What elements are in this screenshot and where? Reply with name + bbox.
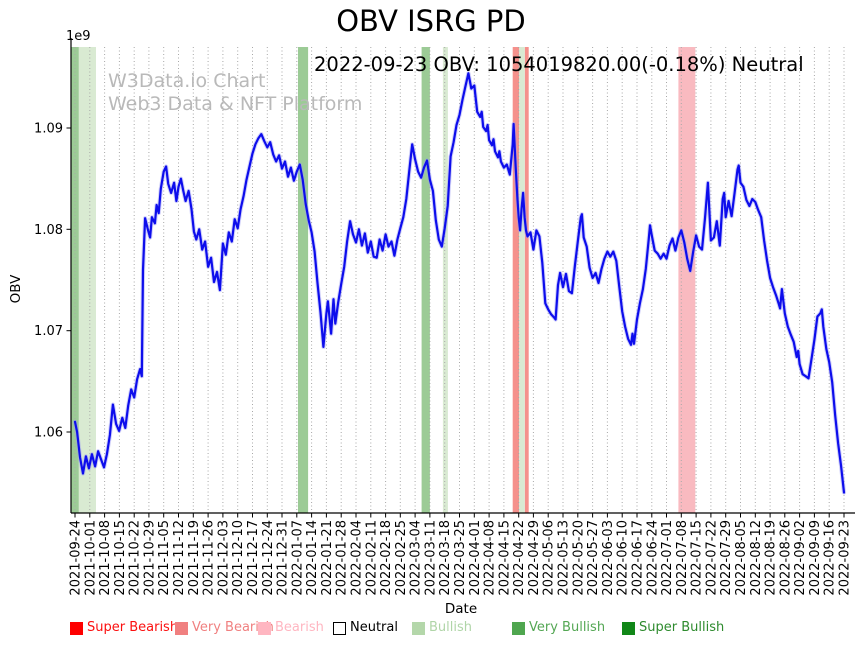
x-tick-label: 2022-01-07 xyxy=(290,520,305,596)
legend-label-very-bearish: Very Bearish xyxy=(192,620,274,635)
obv-line-halo xyxy=(72,71,847,495)
x-tick-label: 2022-04-22 xyxy=(512,520,527,596)
legend-swatch-super-bullish xyxy=(622,622,635,635)
obv-line xyxy=(73,72,846,494)
x-tick-label: 2022-07-08 xyxy=(675,520,690,596)
x-tick-label: 2021-11-05 xyxy=(157,520,172,596)
x-tick-label: 2022-03-18 xyxy=(438,520,453,596)
x-tick-label: 2022-03-25 xyxy=(453,520,468,596)
x-tick-label: 2022-05-13 xyxy=(557,520,572,596)
x-tick-label: 2021-12-10 xyxy=(231,520,246,596)
y-tick-label: 1.06 xyxy=(34,426,63,441)
x-tick-label: 2022-08-26 xyxy=(778,520,793,596)
last-value-annotation: 2022-09-23 OBV: 1054019820.00(-0.18%) Ne… xyxy=(314,53,804,76)
legend-label-super-bullish: Super Bullish xyxy=(639,620,725,635)
sentiment-band-bullish xyxy=(78,47,96,513)
x-tick-label: 2022-05-06 xyxy=(542,520,557,596)
legend-swatch-very-bullish xyxy=(512,622,525,635)
x-tick-label: 2021-10-29 xyxy=(142,520,157,596)
x-tick-label: 2022-03-04 xyxy=(409,520,424,596)
x-tick-label: 2022-02-11 xyxy=(364,520,379,596)
sentiment-band-very_bullish xyxy=(298,47,309,513)
x-tick-label: 2022-04-08 xyxy=(483,520,498,596)
y-tick-label: 1.07 xyxy=(34,324,63,339)
x-tick-label: 2021-11-12 xyxy=(172,520,187,596)
sentiment-band-bullish xyxy=(519,47,525,513)
legend-swatch-bullish xyxy=(412,622,425,635)
x-tick-label: 2022-07-01 xyxy=(660,520,675,596)
x-tick-label: 2022-09-16 xyxy=(823,520,838,596)
x-tick-label: 2022-08-19 xyxy=(764,520,779,596)
sentiment-band-very_bearish xyxy=(512,47,520,513)
sentiment-band-very_bullish xyxy=(71,47,79,513)
x-tick-label: 2022-07-29 xyxy=(719,520,734,596)
legend-swatch-bearish xyxy=(258,622,271,635)
chart-title: OBV ISRG PD xyxy=(336,4,526,38)
y-tick-label: 1.08 xyxy=(34,223,63,238)
x-tick-label: 2022-01-28 xyxy=(335,520,350,596)
x-tick-label: 2022-05-27 xyxy=(586,520,601,596)
x-tick-label: 2022-03-11 xyxy=(423,520,438,596)
x-tick-label: 2021-11-19 xyxy=(187,520,202,596)
watermark-line1: W3Data.io Chart xyxy=(108,70,266,92)
x-tick-label: 2022-06-17 xyxy=(631,520,646,596)
y-axis-multiplier: 1e9 xyxy=(66,29,91,44)
y-axis-label: OBV xyxy=(8,274,24,304)
sentiment-band-very_bullish xyxy=(421,47,430,513)
sentiment-band-very_bearish xyxy=(524,47,529,513)
x-axis-label: Date xyxy=(444,601,478,617)
x-tick-label: 2021-11-26 xyxy=(202,520,217,596)
x-tick-label: 2021-10-15 xyxy=(113,520,128,596)
x-tick-label: 2022-01-14 xyxy=(305,520,320,596)
legend-swatch-very-bearish xyxy=(175,622,188,635)
x-tick-label: 2022-04-15 xyxy=(497,520,512,596)
x-tick-label: 2022-02-18 xyxy=(379,520,394,596)
x-tick-label: 2022-01-21 xyxy=(320,520,335,596)
x-tick-label: 2021-12-17 xyxy=(246,520,261,596)
legend-label-bearish: Bearish xyxy=(275,620,324,635)
x-tick-label: 2022-02-25 xyxy=(394,520,409,596)
legend-swatch-neutral xyxy=(333,622,346,635)
legend-label-very-bullish: Very Bullish xyxy=(529,620,606,635)
legend-label-neutral: Neutral xyxy=(350,620,398,635)
x-tick-label: 2022-09-23 xyxy=(838,520,853,596)
x-tick-label: 2021-12-31 xyxy=(276,520,291,596)
x-tick-label: 2021-12-03 xyxy=(216,520,231,596)
x-tick-label: 2022-06-10 xyxy=(616,520,631,596)
x-tick-label: 2022-04-01 xyxy=(468,520,483,596)
x-tick-label: 2021-09-24 xyxy=(69,520,84,596)
watermark: W3Data.io Chart Web3 Data & NFT Platform xyxy=(108,70,362,116)
x-tick-label: 2022-09-02 xyxy=(793,520,808,596)
x-tick-label: 2022-06-24 xyxy=(645,520,660,596)
x-tick-label: 2021-10-22 xyxy=(128,520,143,596)
x-tick-label: 2022-04-29 xyxy=(527,520,542,596)
x-tick-label: 2021-10-01 xyxy=(83,520,98,596)
x-tick-label: 2022-07-22 xyxy=(704,520,719,596)
x-tick-label: 2022-08-12 xyxy=(749,520,764,596)
legend-swatch-super-bearish xyxy=(70,622,83,635)
y-tick-label: 1.09 xyxy=(34,122,63,137)
x-tick-label: 2021-10-08 xyxy=(98,520,113,596)
x-tick-label: 2022-02-04 xyxy=(350,520,365,596)
x-tick-label: 2022-08-05 xyxy=(734,520,749,596)
x-tick-label: 2022-05-20 xyxy=(571,520,586,596)
sentiment-band-bullish xyxy=(442,47,448,513)
watermark-line2: Web3 Data & NFT Platform xyxy=(108,93,363,115)
legend-label-super-bearish: Super Bearish xyxy=(87,620,179,635)
legend-label-bullish: Bullish xyxy=(429,620,473,635)
x-tick-label: 2021-12-24 xyxy=(261,520,276,596)
x-tick-label: 2022-09-09 xyxy=(808,520,823,596)
x-tick-label: 2022-07-15 xyxy=(690,520,705,596)
x-tick-label: 2022-06-03 xyxy=(601,520,616,596)
sentiment-band-bearish xyxy=(678,47,696,513)
